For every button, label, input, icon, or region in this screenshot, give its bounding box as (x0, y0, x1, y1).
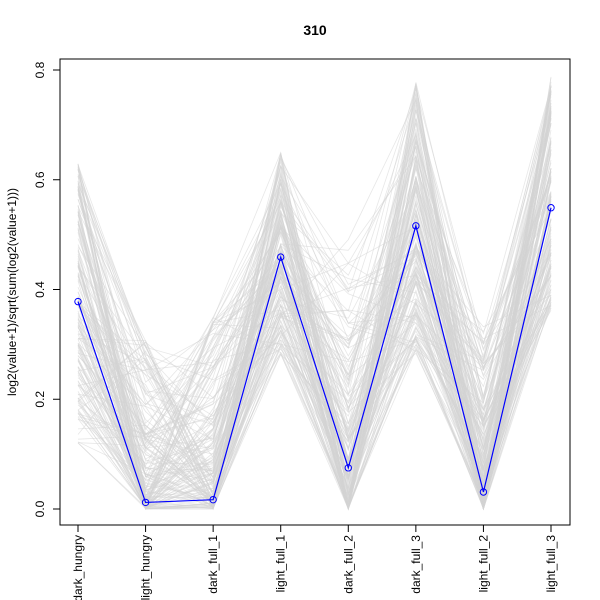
background-series-line (77, 105, 552, 483)
x-tick-label: dark_full_1 (206, 535, 220, 594)
background-series-line (77, 232, 552, 511)
x-tick-label: dark_full_3 (409, 535, 423, 594)
background-series-line (77, 188, 552, 471)
y-axis-label: log2(value+1)/sqrt(sum(log2(value+1))) (5, 188, 19, 396)
data-point (479, 488, 488, 496)
x-tick-label: light_full_3 (544, 535, 558, 593)
background-series-line (77, 87, 552, 510)
highlight-series-group (74, 204, 555, 507)
y-tick-label: 0.6 (33, 171, 47, 188)
data-point (547, 204, 555, 212)
y-tick-label: 0.0 (33, 500, 47, 517)
background-series-line (77, 110, 552, 498)
background-series-line (77, 174, 552, 492)
data-point (209, 495, 217, 504)
background-series-line (77, 221, 552, 509)
background-series-line (77, 230, 552, 502)
x-tick-label: light_full_1 (274, 535, 288, 593)
data-point (344, 464, 352, 472)
y-tick-label: 0.8 (33, 61, 47, 78)
background-series-line (77, 96, 552, 487)
x-axis: dark_hungry light_hungry dark_full_1 light_… (71, 524, 558, 600)
background-series-line (77, 159, 552, 508)
y-tick-label: 0.4 (33, 281, 47, 298)
y-axis: 0.0 0.2 0.4 0.6 0.8 (33, 61, 61, 517)
x-tick-label: light_hungry (139, 535, 153, 600)
data-point (277, 253, 285, 261)
data-point (412, 222, 420, 230)
data-point (141, 498, 150, 507)
x-tick-label: light_full_2 (476, 535, 490, 593)
background-series-line (77, 168, 552, 447)
background-series-group (77, 76, 552, 511)
x-tick-label: dark_hungry (71, 535, 85, 600)
highlight-series-line (77, 207, 552, 504)
background-series-line (77, 82, 552, 479)
chart-title: 310 (303, 22, 327, 38)
background-series-line (77, 229, 552, 491)
background-series-line (77, 77, 552, 511)
background-series-line (77, 178, 552, 507)
background-series-line (77, 85, 552, 509)
data-point (74, 297, 82, 306)
y-tick-label: 0.2 (33, 391, 47, 408)
background-series-line (77, 166, 552, 511)
background-series-line (77, 177, 552, 508)
x-tick-label: dark_full_2 (341, 535, 355, 594)
background-series-line (77, 179, 552, 509)
